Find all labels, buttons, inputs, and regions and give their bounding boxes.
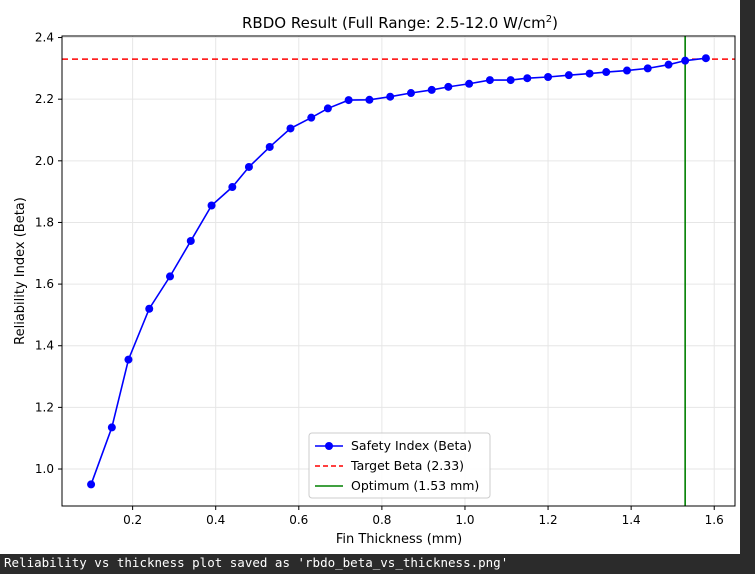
safety-index-point (523, 74, 532, 83)
y-tick-label: 1.0 (35, 462, 54, 476)
safety-index-point (265, 142, 274, 151)
safety-index-point (564, 71, 573, 80)
chart-title-main: RBDO Result (Full Range: 2.5-12.0 W/cm (242, 14, 546, 32)
safety-index-point (643, 64, 652, 73)
safety-index-point (186, 236, 195, 245)
y-tick-label: 1.2 (35, 400, 54, 414)
reference-lines (62, 36, 735, 506)
output-scrollbar[interactable] (742, 0, 755, 554)
y-tick-label: 2.2 (35, 92, 54, 106)
safety-index-point (166, 272, 175, 281)
safety-index-point (465, 79, 474, 88)
safety-index-point (585, 69, 594, 78)
y-tick-label: 1.8 (35, 215, 54, 229)
safety-index-point (701, 54, 710, 63)
safety-index-point (344, 96, 353, 105)
legend-entry-safety-index: Safety Index (Beta) (351, 438, 472, 453)
x-tick-label: 1.0 (455, 513, 474, 527)
x-tick-label: 0.4 (206, 513, 225, 527)
safety-index-point (386, 92, 395, 101)
safety-index-point (602, 68, 611, 77)
legend-entry-optimum: Optimum (1.53 mm) (351, 478, 479, 493)
safety-index-point (145, 304, 154, 313)
reliability-chart: RBDO Result (Full Range: 2.5-12.0 W/cm2)… (13, 14, 736, 547)
safety-index-point (406, 89, 415, 98)
safety-index-point (664, 60, 673, 69)
legend: Safety Index (Beta) Target Beta (2.33) Opt… (308, 432, 491, 499)
y-axis-ticks: 1.0 1.2 1.4 1.6 1.8 2.0 2.2 2.4 (35, 31, 62, 476)
safety-index-point (444, 82, 453, 91)
safety-index-point (307, 113, 316, 122)
figure-panel: RBDO Result (Full Range: 2.5-12.0 W/cm2)… (0, 0, 740, 554)
safety-index-point (681, 56, 690, 65)
x-axis-label: Fin Thickness (mm) (336, 532, 462, 547)
legend-entry-safety-index-marker (325, 442, 333, 450)
chart-title-end: ) (552, 14, 558, 32)
console-output-text: Reliability vs thickness plot saved as '… (4, 555, 509, 570)
y-axis-label: Reliability Index (Beta) (13, 197, 28, 345)
y-tick-label: 1.4 (35, 339, 54, 353)
safety-index-point (228, 183, 237, 192)
safety-index-point (286, 124, 295, 133)
safety-index-point (427, 85, 436, 94)
safety-index-point (622, 66, 631, 75)
x-axis-ticks: 0.2 0.4 0.6 0.8 1.0 1.2 1.4 1.6 (123, 506, 724, 527)
safety-index-point (365, 95, 374, 104)
y-tick-label: 1.6 (35, 277, 54, 291)
y-tick-label: 2.0 (35, 154, 54, 168)
chart-title: RBDO Result (Full Range: 2.5-12.0 W/cm2) (242, 14, 558, 32)
x-tick-label: 1.4 (622, 513, 641, 527)
legend-entry-target-beta: Target Beta (2.33) (350, 458, 464, 473)
safety-index-point (544, 72, 553, 81)
safety-index-point (244, 162, 253, 171)
safety-index-point (107, 423, 116, 432)
x-tick-label: 0.6 (289, 513, 308, 527)
x-tick-label: 1.2 (539, 513, 558, 527)
x-tick-label: 0.8 (372, 513, 391, 527)
safety-index-point (506, 76, 515, 85)
safety-index-point (87, 480, 96, 489)
x-tick-label: 1.6 (705, 513, 724, 527)
x-tick-label: 0.2 (123, 513, 142, 527)
safety-index-line (90, 57, 707, 485)
plot-frame (61, 35, 736, 507)
y-tick-label: 2.4 (35, 31, 54, 45)
grid-layer (62, 36, 735, 506)
chart-title-superscript: 2 (546, 14, 552, 25)
safety-index-point (323, 104, 332, 113)
safety-index-point (485, 76, 494, 85)
safety-index-point (124, 355, 133, 364)
series-layer (87, 54, 710, 489)
safety-index-point (207, 201, 216, 210)
legend-box (308, 432, 491, 499)
